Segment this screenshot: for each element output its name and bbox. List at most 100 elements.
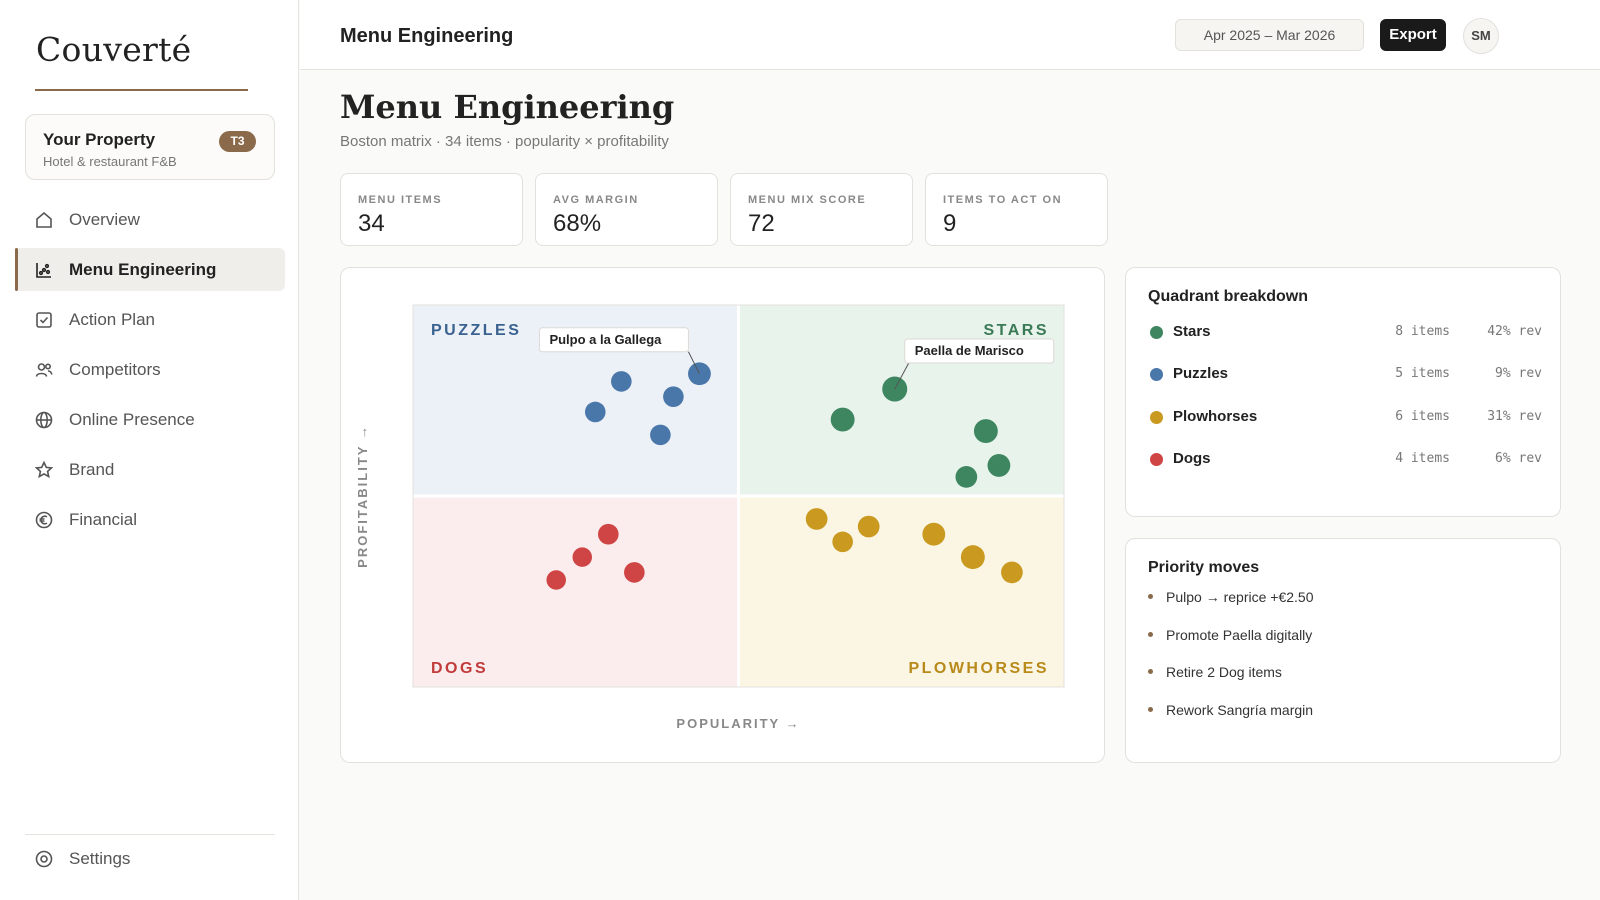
kpi-label: AVG MARGIN	[553, 194, 639, 206]
data-point-plowhorses[interactable]	[857, 515, 880, 538]
kpi-value: 9	[943, 210, 957, 237]
legend-dot	[1150, 326, 1163, 339]
quadrant-plowhorses	[738, 496, 1064, 687]
data-point-plowhorses[interactable]	[805, 508, 828, 530]
quadrant-revenue: 6% rev	[1495, 451, 1542, 466]
quadrant-row-plowhorses[interactable]: Plowhorses 6 items 31% rev	[1148, 406, 1542, 428]
bullet	[1148, 668, 1153, 674]
users-icon	[33, 359, 55, 381]
quadrant-row-stars[interactable]: Stars 8 items 42% rev	[1148, 321, 1542, 343]
home-icon	[33, 209, 55, 231]
avatar[interactable]: SM	[1463, 18, 1499, 54]
data-point-puzzles[interactable]	[584, 401, 606, 423]
plot-frame	[412, 304, 1065, 688]
kpi-value: 68%	[553, 210, 602, 237]
quadrant-label-puzzles: PUZZLES	[431, 322, 521, 339]
sidebar-item-action-plan[interactable]: Action Plan	[15, 298, 285, 341]
data-point-puzzles[interactable]	[688, 362, 711, 386]
property-name: Your Property	[43, 130, 156, 149]
data-point-dogs[interactable]	[546, 570, 566, 590]
bullet	[1148, 631, 1153, 637]
priority-move-item[interactable]: Pulpo → reprice +€2.50	[1148, 589, 1313, 605]
quadrant-revenue: 31% rev	[1487, 409, 1542, 424]
priority-move-label: Promote Paella digitally	[1166, 627, 1313, 643]
callout-label: Pulpo a la Gallega	[549, 332, 662, 347]
quadrant-name: Puzzles	[1173, 365, 1229, 382]
sidebar: Couverté Your Property Hotel & restauran…	[0, 0, 299, 900]
data-point-puzzles[interactable]	[611, 371, 632, 392]
kpi-value: 72	[748, 210, 775, 237]
quadrant-row-dogs[interactable]: Dogs 4 items 6% rev	[1148, 448, 1542, 470]
sidebar-item-label: Settings	[69, 849, 131, 868]
quadrant-count: 4 items	[1395, 451, 1450, 466]
panel-title: Priority moves	[1148, 559, 1260, 576]
quadrant-name: Dogs	[1173, 450, 1211, 467]
globe-icon	[33, 409, 55, 431]
export-button[interactable]: Export	[1380, 19, 1446, 51]
kpi-label: ITEMS TO ACT ON	[943, 194, 1063, 206]
quadrant-row-puzzles[interactable]: Puzzles 5 items 9% rev	[1148, 363, 1542, 385]
sidebar-item-online-presence[interactable]: Online Presence	[15, 398, 285, 441]
sidebar-item-label: Online Presence	[69, 409, 195, 429]
sidebar-item-label: Menu Engineering	[69, 259, 217, 279]
kpi-card-avg-margin: AVG MARGIN 68%	[535, 173, 718, 246]
sidebar-item-competitors[interactable]: Competitors	[15, 348, 285, 391]
data-point-puzzles[interactable]	[650, 424, 671, 446]
data-point-dogs[interactable]	[624, 562, 645, 583]
priority-move-item[interactable]: Rework Sangría margin	[1148, 702, 1313, 718]
callout-leader	[894, 362, 910, 390]
data-point-puzzles[interactable]	[663, 386, 684, 407]
kpi-card-items-to-act-on: ITEMS TO ACT ON 9	[925, 173, 1108, 246]
page-subtitle: Boston matrix · 34 items · popularity × …	[340, 133, 669, 150]
data-point-plowhorses[interactable]	[1001, 561, 1023, 584]
property-subtitle: Hotel & restaurant F&B	[43, 154, 177, 169]
data-point-plowhorses[interactable]	[922, 522, 946, 546]
boston-matrix-card: PUZZLES STARS DOGS PLOWHORSES POPULARITY → PR…	[340, 267, 1105, 763]
data-point-stars[interactable]	[955, 466, 978, 488]
data-point-stars[interactable]	[987, 454, 1011, 477]
kpi-card-menu-mix-score: MENU MIX SCORE 72	[730, 173, 913, 246]
topbar: Menu Engineering Apr 2025 – Mar 2026 Exp…	[300, 0, 1600, 70]
sidebar-divider	[25, 834, 275, 835]
kpi-value: 34	[358, 210, 385, 237]
quadrant-label-plowhorses: PLOWHORSES	[908, 660, 1049, 677]
priority-move-item[interactable]: Retire 2 Dog items	[1148, 664, 1282, 680]
sidebar-item-brand[interactable]: Brand	[15, 448, 285, 491]
priority-move-item[interactable]: Promote Paella digitally	[1148, 627, 1312, 643]
kpi-label: MENU MIX SCORE	[748, 194, 867, 206]
data-point-stars[interactable]	[830, 407, 855, 432]
property-tier-badge: T3	[219, 131, 256, 152]
data-point-stars[interactable]	[882, 376, 908, 402]
kpi-card-menu-items: MENU ITEMS 34	[340, 173, 523, 246]
page-title: Menu Engineering	[340, 88, 675, 126]
sidebar-item-financial[interactable]: Financial	[15, 498, 285, 541]
sidebar-item-settings[interactable]: Settings	[33, 848, 130, 870]
quadrant-label-dogs: DOGS	[431, 660, 488, 677]
quadrant-count: 6 items	[1395, 409, 1450, 424]
euro-icon	[33, 509, 55, 531]
priority-move-label: Retire 2 Dog items	[1166, 664, 1282, 680]
data-point-dogs[interactable]	[572, 547, 593, 567]
quadrant-breakdown-panel: Quadrant breakdown Stars 8 items 42% rev…	[1125, 267, 1561, 517]
data-point-plowhorses[interactable]	[832, 531, 853, 553]
legend-dot	[1150, 453, 1163, 466]
callout-leader	[687, 351, 700, 374]
quadrant-revenue: 42% rev	[1487, 324, 1542, 339]
sidebar-nav: Overview Menu Engineering Action Plan Co…	[15, 198, 285, 548]
sidebar-item-label: Brand	[69, 459, 115, 479]
panel-title: Quadrant breakdown	[1148, 288, 1309, 305]
sidebar-item-label: Financial	[69, 509, 138, 529]
logo: Couverté	[36, 30, 192, 69]
property-switcher[interactable]: Your Property Hotel & restaurant F&B T3	[25, 114, 275, 180]
sidebar-item-menu-engineering[interactable]: Menu Engineering	[15, 248, 285, 291]
quadrant-revenue: 9% rev	[1495, 366, 1542, 381]
data-point-plowhorses[interactable]	[960, 545, 985, 570]
x-axis-label: POPULARITY →	[676, 716, 800, 731]
sidebar-item-overview[interactable]: Overview	[15, 198, 285, 241]
legend-dot	[1150, 411, 1163, 424]
sidebar-item-label: Competitors	[69, 359, 161, 379]
quadrant-count: 5 items	[1395, 366, 1450, 381]
data-point-dogs[interactable]	[598, 523, 619, 545]
data-point-stars[interactable]	[973, 419, 998, 444]
date-range-picker[interactable]: Apr 2025 – Mar 2026	[1175, 19, 1364, 51]
